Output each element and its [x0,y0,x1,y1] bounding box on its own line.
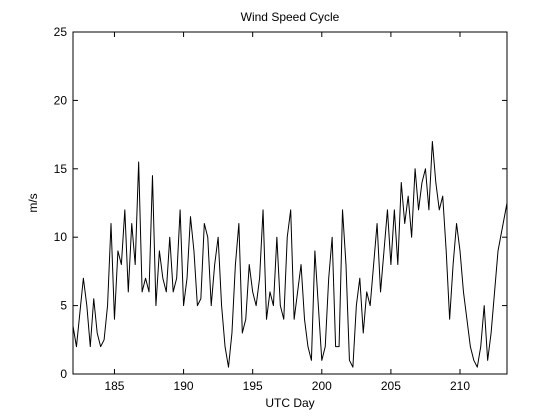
x-tick-label: 190 [174,379,194,393]
data-line [72,140,508,368]
y-tick-label: 0 [60,367,67,381]
x-tick-label: 195 [243,379,263,393]
x-tick-label: 205 [381,379,401,393]
x-tick-label: 210 [450,379,470,393]
chart-title: Wind Speed Cycle [241,10,340,24]
y-tick-label: 10 [54,230,68,244]
y-tick-label: 5 [60,299,67,313]
plot-frame [72,31,508,375]
x-tick-label: 200 [312,379,332,393]
x-axis-label: UTC Day [265,396,314,410]
y-tick-label: 25 [54,25,68,39]
x-tick-label: 185 [104,379,124,393]
y-axis-label: m/s [26,193,40,212]
y-tick-label: 15 [54,162,68,176]
y-tick-label: 20 [54,93,68,107]
